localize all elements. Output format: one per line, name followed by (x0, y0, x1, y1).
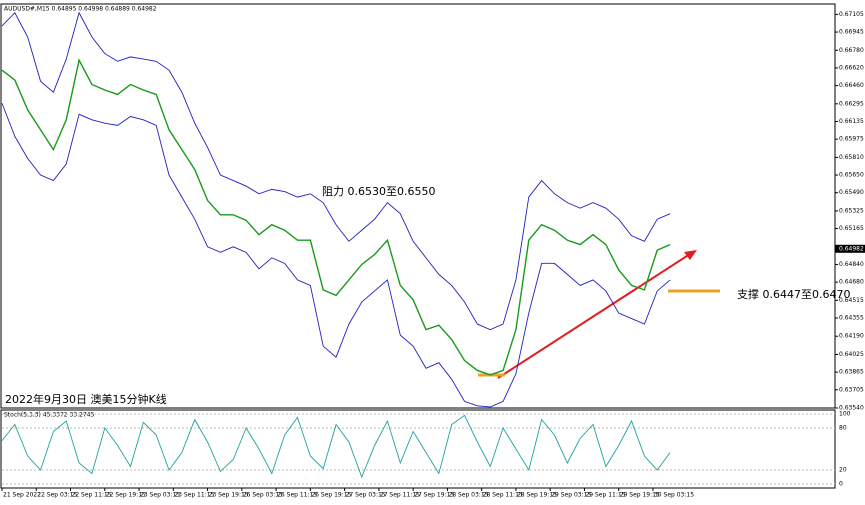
trend-arrow (684, 250, 697, 260)
y-tick-label: 0.66460 (839, 82, 864, 89)
x-tick-label: 28 Sep 11:15 (483, 492, 523, 499)
header: AUDUSD#,M15 0.64895 0.64998 0.64889 0.64… (4, 6, 157, 13)
y-tick-label: 0.65490 (839, 189, 864, 196)
stoch-label: Stoch(5,3,3) 45.3372 33.2745 (4, 412, 95, 419)
x-tick-label: 23 Sep 03:15 (140, 492, 180, 499)
x-tick-label: 27 Sep 03:15 (346, 492, 386, 499)
y-tick-label: 0.65165 (839, 225, 864, 232)
y-tick-label: 0.65975 (839, 136, 864, 143)
y-tick-label: 0.63865 (839, 369, 864, 376)
x-tick-label: 29 Sep 19:15 (620, 492, 660, 499)
stoch-tick-label: 80 (839, 425, 847, 432)
y-tick-label: 0.63705 (839, 386, 864, 393)
resistance-note: 阻力 0.6530至0.6550 (322, 185, 435, 198)
y-tick-label: 0.65650 (839, 172, 864, 179)
x-tick-label: 26 Sep 03:15 (243, 492, 283, 499)
y-tick-label: 0.67105 (839, 11, 864, 18)
y-tick-label: 0.64355 (839, 315, 864, 322)
y-tick-label: 0.66945 (839, 29, 864, 36)
stoch-line (1, 414, 671, 479)
x-tick-label: 29 Sep 11:15 (585, 492, 625, 499)
price-line (1, 11, 671, 331)
y-tick-label: 0.66620 (839, 64, 864, 71)
y-tick-label: 0.65810 (839, 154, 864, 161)
y-tick-label: 0.63540 (839, 405, 864, 412)
x-tick-label: 23 Sep 19:15 (209, 492, 249, 499)
x-tick-label: 22 Sep 11:15 (72, 492, 112, 499)
x-tick-label: 22 Sep 03:15 (37, 492, 77, 499)
x-tick-label: 28 Sep 03:15 (448, 492, 488, 499)
plot: 0.67105 0.66945 0.66780 0.66620 0.66460 0.662… (1, 11, 865, 499)
price-line (1, 103, 671, 408)
y-tick-label: 0.65325 (839, 207, 864, 214)
y-tick-label: 0.64840 (839, 261, 864, 268)
x-tick-label: 26 Sep 19:15 (311, 492, 351, 499)
support-note: 支撑 0.6447至0.6470 (737, 287, 850, 301)
price-line (1, 58, 671, 376)
x-tick-label: 22 Sep 19:15 (106, 492, 146, 499)
x-tick-label: 21 Sep 2022 (3, 492, 41, 499)
price-box (835, 244, 865, 253)
stoch-frame (0, 409, 836, 489)
x-tick-label: 29 Sep 03:15 (551, 492, 591, 499)
y-tick-label: 0.64025 (839, 351, 864, 358)
x-tick-label: 27 Sep 11:15 (380, 492, 420, 499)
y-tick-label: 0.64190 (839, 333, 864, 340)
current-price: 0.64982 (839, 245, 864, 252)
x-tick-label: 27 Sep 19:15 (414, 492, 454, 499)
stoch-tick-label: 0 (839, 481, 843, 488)
y-tick-label: 0.66295 (839, 100, 864, 107)
stoch-tick-label: 20 (839, 467, 847, 474)
x-tick-label: 28 Sep 19:15 (517, 492, 557, 499)
y-tick-label: 0.66780 (839, 47, 864, 54)
trend-line (497, 253, 691, 379)
main-frame (0, 3, 836, 409)
y-tick-label: 0.66135 (839, 118, 864, 125)
x-tick-label: 30 Sep 03:15 (654, 492, 694, 499)
y-tick-label: 0.64680 (839, 279, 864, 286)
y-tick-label: 0.64515 (839, 297, 864, 304)
x-tick-label: 23 Sep 11:15 (174, 492, 214, 499)
stoch-tick-label: 100 (839, 411, 851, 418)
chart-caption: 2022年9月30日 澳美15分钟K线 (5, 392, 167, 406)
x-tick-label: 26 Sep 11:15 (277, 492, 317, 499)
